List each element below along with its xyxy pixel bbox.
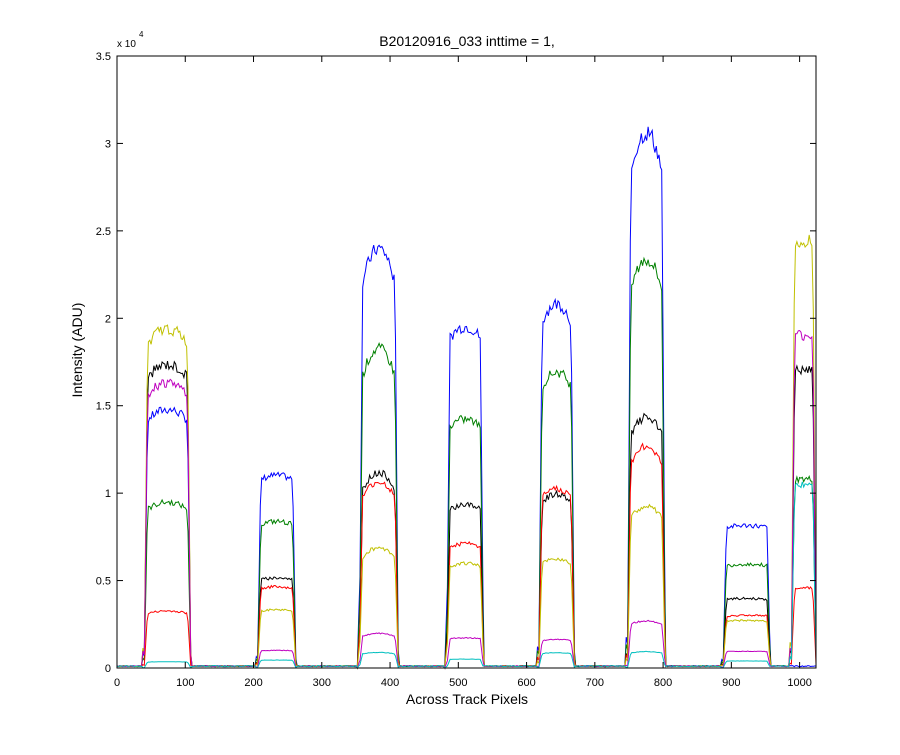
y-tick-label: 1.5 (96, 401, 111, 413)
y-tick-label: 2 (105, 313, 111, 325)
x-tick-label: 900 (722, 677, 740, 689)
series-line-3 (116, 360, 817, 670)
x-tick-label: 700 (586, 677, 604, 689)
x-tick-label: 100 (176, 677, 194, 689)
y-tick-label: 3 (105, 138, 111, 150)
plot-area: 0 100 200 300 400 500 600 700 800 900 1000 0 0.5 1 1.5… (96, 51, 817, 689)
x-axis-label: Across Track Pixels (406, 691, 528, 707)
series-line-1 (116, 126, 816, 670)
y-exponent-power: 4 (139, 30, 144, 39)
chart-title: B20120916_033 inttime = 1, (379, 33, 555, 49)
x-tick-label: 0 (114, 677, 120, 689)
y-tick-label: 0 (105, 663, 111, 675)
x-tick-label: 1000 (787, 677, 811, 689)
y-axis-label: Intensity (ADU) (69, 303, 85, 398)
x-tick-label: 300 (313, 677, 331, 689)
x-tick-label: 800 (654, 677, 672, 689)
series-line-5 (116, 234, 817, 670)
y-tick-label: 3.5 (96, 51, 111, 63)
y-exponent-label: x 10 (117, 39, 136, 50)
x-tick-label: 200 (244, 677, 262, 689)
series-line-2 (116, 256, 817, 670)
series-line-6 (116, 329, 817, 669)
x-tick-label: 600 (517, 677, 535, 689)
x-tick-label: 500 (449, 677, 467, 689)
series-line-4 (116, 442, 817, 670)
y-tick-label: 1 (105, 488, 111, 500)
series-line-7 (116, 481, 817, 669)
axes-box (116, 55, 817, 669)
x-tick-label: 400 (381, 677, 399, 689)
y-tick-label: 0.5 (96, 576, 111, 588)
y-tick-label: 2.5 (96, 226, 111, 238)
